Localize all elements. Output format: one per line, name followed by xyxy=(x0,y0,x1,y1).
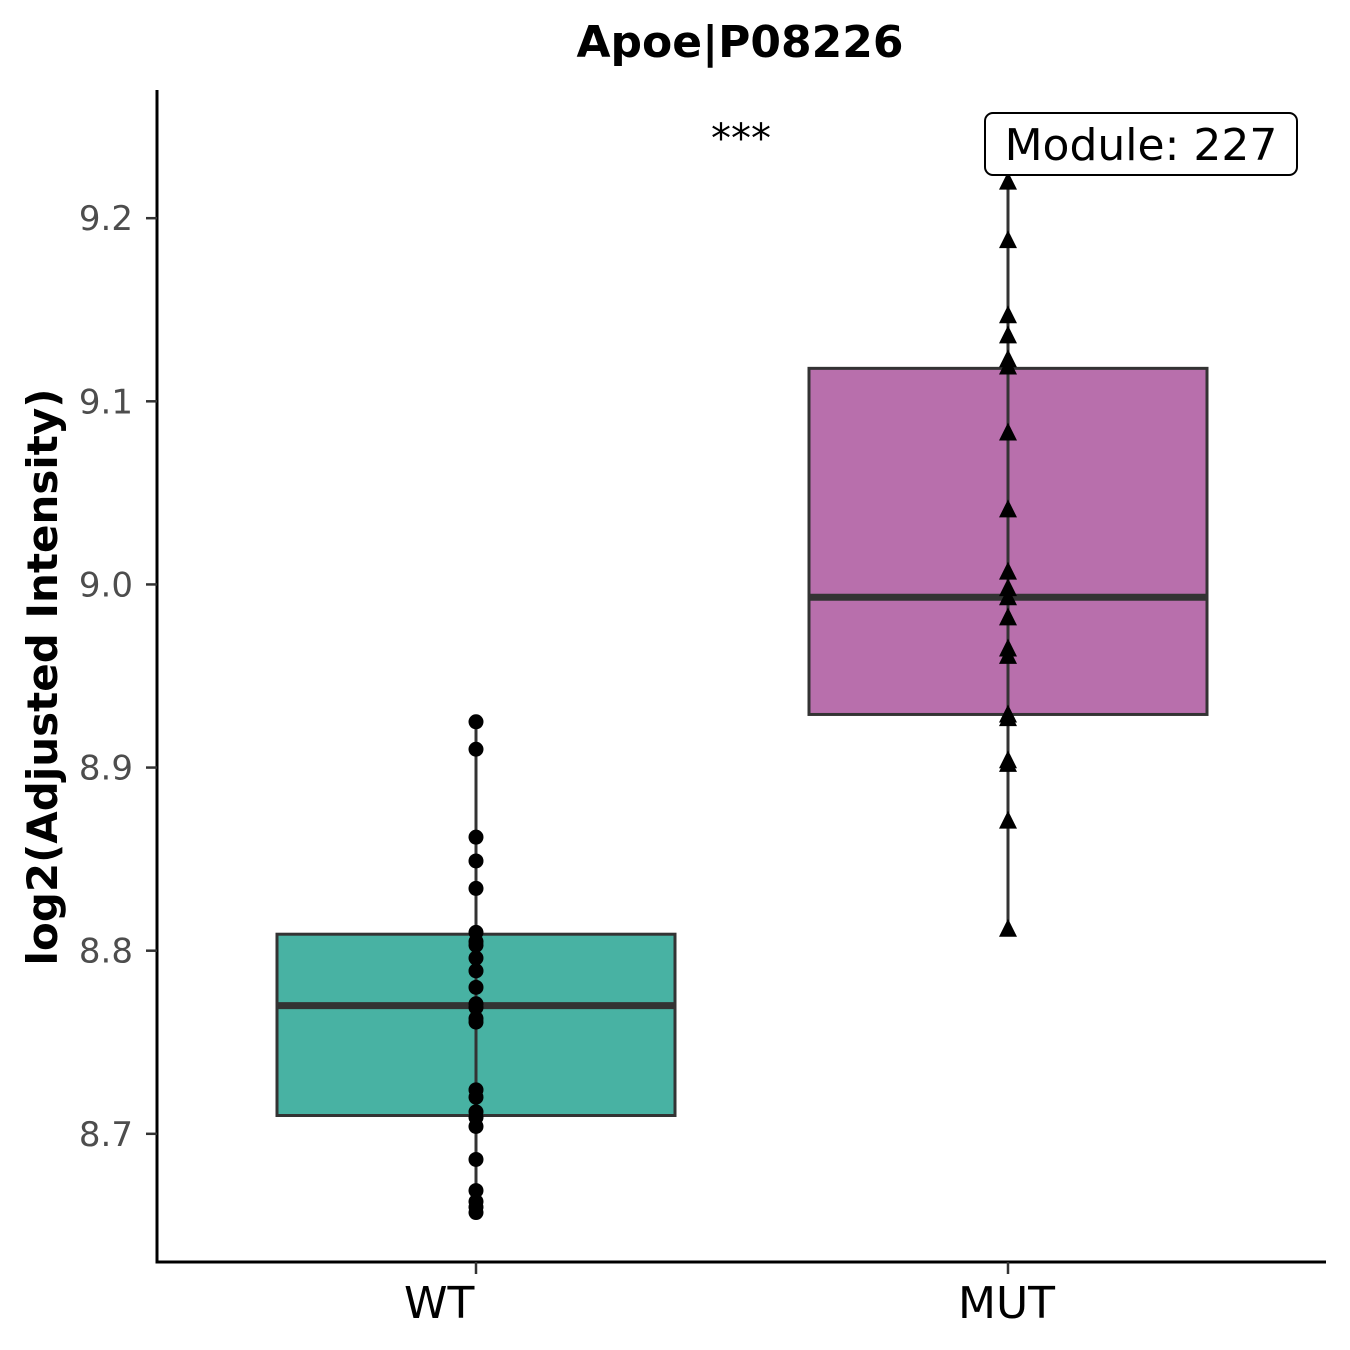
data-point xyxy=(468,853,484,869)
data-point xyxy=(999,607,1017,626)
data-point xyxy=(999,422,1017,441)
data-point xyxy=(468,1118,484,1134)
significance-label: *** xyxy=(711,116,771,162)
data-point xyxy=(468,937,484,953)
data-point xyxy=(999,753,1017,772)
data-point xyxy=(468,963,484,979)
x-ticks: WT MUT xyxy=(404,1262,1055,1329)
x-tick-label: WT xyxy=(404,1278,475,1329)
y-tick-label: 8.9 xyxy=(79,749,133,789)
y-tick-label: 8.8 xyxy=(79,932,133,972)
data-point xyxy=(999,578,1017,597)
y-ticks: 8.7 8.8 8.9 9.0 9.1 9.2 xyxy=(79,199,157,1155)
data-point xyxy=(468,1151,484,1167)
data-point xyxy=(468,999,484,1015)
data-point xyxy=(999,918,1017,937)
x-tick-label: MUT xyxy=(958,1278,1055,1329)
data-point xyxy=(999,587,1017,606)
data-point xyxy=(999,645,1017,664)
module-annotation: Module: 227 xyxy=(984,112,1298,176)
data-point xyxy=(999,325,1017,344)
data-point xyxy=(999,561,1017,580)
data-point xyxy=(999,810,1017,829)
data-point xyxy=(999,356,1017,375)
y-tick-label: 9.1 xyxy=(79,382,133,422)
data-point xyxy=(468,1205,484,1221)
data-point xyxy=(468,880,484,896)
data-point xyxy=(999,708,1017,727)
data-point xyxy=(468,829,484,845)
data-point xyxy=(468,741,484,757)
data-point xyxy=(468,950,484,966)
module-annotation-text: Module: 227 xyxy=(1005,120,1278,171)
y-tick-label: 9.2 xyxy=(79,199,133,239)
y-axis-label: log2(Adjusted Intensity) xyxy=(18,389,67,966)
y-tick-label: 8.7 xyxy=(79,1115,133,1155)
data-point xyxy=(468,714,484,730)
box-group-mut xyxy=(807,171,1209,937)
chart-title: Apoe|P08226 xyxy=(576,17,903,68)
data-point xyxy=(468,979,484,995)
module-annotation-box xyxy=(984,112,1298,176)
plot-area xyxy=(275,171,1209,1221)
box-group-wt xyxy=(275,714,677,1221)
data-point xyxy=(468,1014,484,1030)
data-point xyxy=(999,499,1017,518)
data-point xyxy=(468,1183,484,1199)
data-point xyxy=(999,171,1017,190)
data-point xyxy=(999,230,1017,249)
data-point xyxy=(468,1089,484,1105)
data-point xyxy=(999,305,1017,324)
y-tick-label: 9.0 xyxy=(79,565,133,605)
